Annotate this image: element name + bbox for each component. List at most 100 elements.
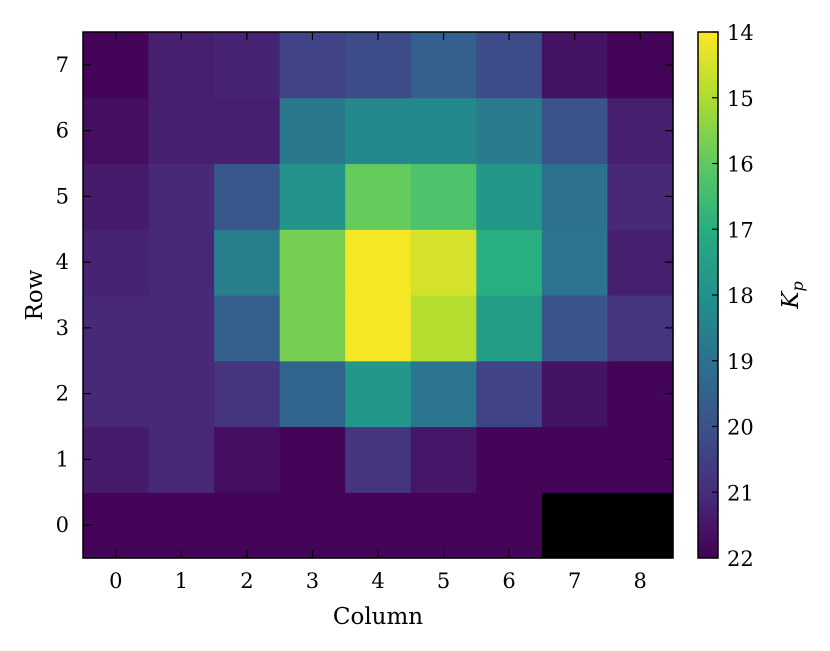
heatmap-cell-r0-c3 (279, 492, 346, 559)
heatmap-cell-r5-c0 (83, 163, 150, 230)
heatmap-cell-r0-c4 (345, 492, 412, 559)
heatmap-cell-r3-c3 (279, 295, 346, 362)
colorbar-title: Kp (778, 281, 807, 309)
heatmap-cell-r6-c6 (476, 97, 543, 165)
heatmap-cell-r2-c6 (476, 360, 543, 428)
heatmap-cell-r6-c3 (279, 97, 346, 165)
heatmap-cell-r7-c5 (410, 32, 477, 99)
y-tick-label: 0 (56, 513, 69, 537)
x-tick-label: 8 (634, 569, 647, 593)
heatmap-cell-r4-c3 (279, 229, 346, 296)
colorbar-tick-label: 19 (727, 350, 754, 374)
heatmap-cell-r2-c4 (345, 360, 412, 428)
heatmap-cell-r2-c7 (541, 360, 609, 428)
heatmap-cell-r0-c7 (541, 492, 609, 559)
colorbar-tick-label: 21 (727, 481, 754, 505)
heatmap-cell-r6-c5 (410, 97, 477, 165)
heatmap-cell-r0-c0 (83, 492, 150, 559)
y-axis-title: Row (22, 269, 48, 320)
colorbar-tick-label: 22 (727, 547, 754, 571)
x-axis-title: Column (333, 604, 423, 630)
colorbar-tick-label: 18 (727, 284, 754, 308)
heatmap-cell-r3-c8 (607, 295, 674, 362)
heatmap-cell-r3-c1 (148, 295, 215, 362)
heatmap-cell-r2-c0 (83, 360, 150, 428)
heatmap-cell-r7-c1 (148, 32, 215, 99)
x-tick-label: 7 (568, 569, 581, 593)
heatmap-cell-r1-c7 (541, 426, 609, 493)
heatmap-cell-r6-c4 (345, 97, 412, 165)
heatmap-cell-r7-c3 (279, 32, 346, 99)
heatmap-cell-r3-c6 (476, 295, 543, 362)
heatmap-cell-r4-c7 (541, 229, 609, 296)
heatmap-cell-r7-c8 (607, 32, 674, 99)
colorbar-title-subscript: p (788, 281, 807, 291)
heatmap-cell-r5-c6 (476, 163, 543, 230)
x-tick-label: 6 (502, 569, 515, 593)
heatmap-cell-r2-c3 (279, 360, 346, 428)
heatmap-cell-r4-c6 (476, 229, 543, 296)
heatmap-cell-r2-c5 (410, 360, 477, 428)
heatmap-cell-r6-c1 (148, 97, 215, 165)
heatmap-cell-r4-c5 (410, 229, 477, 296)
heatmap-cell-r4-c8 (607, 229, 674, 296)
heatmap-cell-r3-c7 (541, 295, 609, 362)
heatmap-cell-r0-c6 (476, 492, 543, 559)
heatmap-cell-r6-c8 (607, 97, 674, 165)
heatmap-cell-r1-c2 (214, 426, 281, 493)
y-tick-label: 1 (56, 447, 69, 471)
heatmap-cell-r2-c8 (607, 360, 674, 428)
heatmap-cell-r3-c2 (214, 295, 281, 362)
heatmap-cell-r0-c1 (148, 492, 215, 559)
heatmap-cell-r4-c1 (148, 229, 215, 296)
heatmap-cell-r7-c6 (476, 32, 543, 99)
heatmap-cell-r4-c0 (83, 229, 150, 296)
heatmap-cell-r1-c0 (83, 426, 150, 493)
x-tick-label: 2 (240, 569, 253, 593)
x-tick-label: 3 (306, 569, 319, 593)
y-tick-label: 6 (56, 119, 69, 143)
heatmap-cell-r1-c5 (410, 426, 477, 493)
heatmap-cell-r6-c2 (214, 97, 281, 165)
heatmap-cell-r5-c7 (541, 163, 609, 230)
y-tick-label: 3 (56, 316, 69, 340)
x-tick-label: 0 (109, 569, 122, 593)
heatmap-cell-r1-c6 (476, 426, 543, 493)
heatmap-cell-r0-c5 (410, 492, 477, 559)
heatmap-cell-r5-c8 (607, 163, 674, 230)
plot-ticks: 0 1 2 3 4 5 6 7 8 0 1 2 3 4 5 6 7 (56, 32, 673, 593)
y-tick-label: 5 (56, 184, 69, 208)
colorbar-tick-label: 17 (727, 218, 754, 242)
heatmap-cell-r0-c2 (214, 492, 281, 559)
colorbar-tick-label: 14 (727, 21, 754, 45)
heatmap-cell-r5-c3 (279, 163, 346, 230)
heatmap-cell-r5-c1 (148, 163, 215, 230)
heatmap-cell-r1-c3 (279, 426, 346, 493)
heatmap-cell-r0-c8 (607, 492, 674, 559)
heatmap-cell-r7-c4 (345, 32, 412, 99)
heatmap-cell-r6-c0 (83, 97, 150, 165)
heatmap-cell-r7-c7 (541, 32, 609, 99)
y-tick-label: 2 (56, 382, 69, 406)
x-tick-label: 4 (371, 569, 384, 593)
heatmap-cell-r3-c4 (345, 295, 412, 362)
heatmap-cells (83, 32, 674, 559)
heatmap-cell-r7-c2 (214, 32, 281, 99)
y-tick-label: 4 (56, 250, 69, 274)
heatmap-cell-r3-c0 (83, 295, 150, 362)
heatmap-cell-r3-c5 (410, 295, 477, 362)
heatmap-cell-r2-c1 (148, 360, 215, 428)
heatmap-cell-r5-c4 (345, 163, 412, 230)
colorbar-tick-label: 16 (727, 153, 754, 177)
x-tick-label: 1 (175, 569, 188, 593)
heatmap-cell-r7-c0 (83, 32, 150, 99)
colorbar-title-main: K (778, 290, 804, 310)
heatmap-cell-r1-c1 (148, 426, 215, 493)
x-tick-label: 5 (437, 569, 450, 593)
heatmap-cell-r5-c2 (214, 163, 281, 230)
colorbar-tick-label: 15 (727, 87, 754, 111)
y-tick-label: 7 (56, 53, 69, 77)
heatmap-cell-r1-c8 (607, 426, 674, 493)
colorbar-ticks: 14 15 16 17 18 19 20 21 22 (712, 21, 754, 571)
